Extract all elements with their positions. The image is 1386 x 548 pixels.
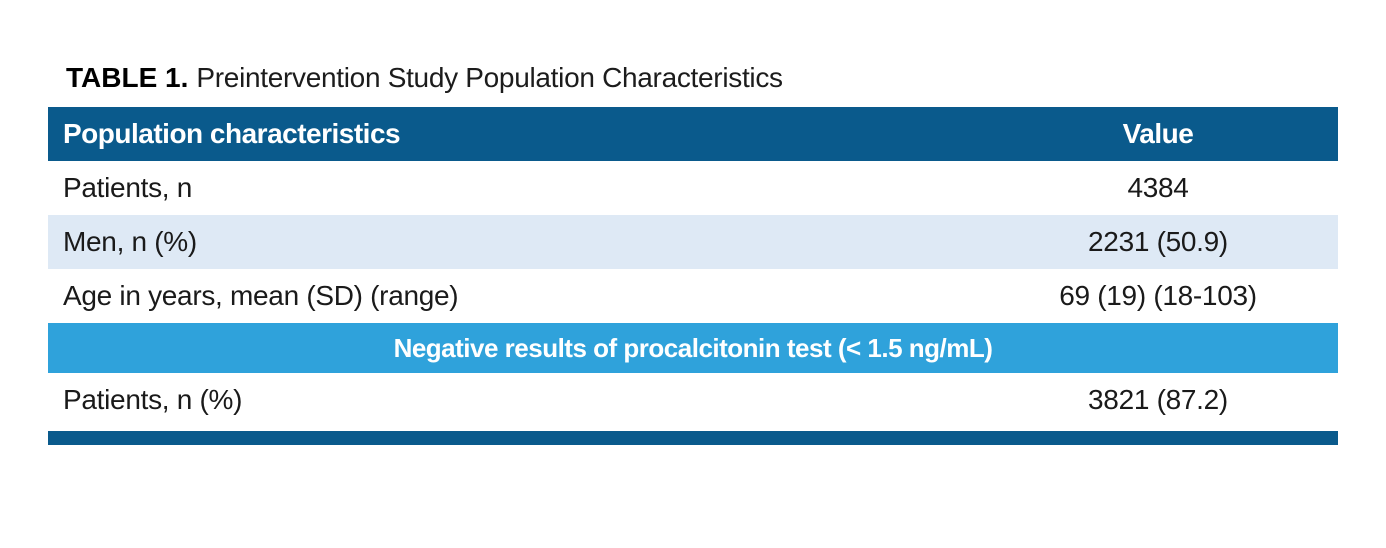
section-header-procalcitonin: Negative results of procalcitonin test (… — [48, 323, 1338, 373]
row-label: Patients, n — [63, 172, 193, 203]
characteristics-table: Population characteristics Value Patient… — [48, 107, 1338, 445]
table-number-label: TABLE 1. — [66, 62, 189, 93]
table-title: TABLE 1. Preintervention Study Population… — [66, 62, 783, 94]
bottom-rule — [48, 431, 1338, 445]
row-value: 3821 (87.2) — [1088, 384, 1228, 415]
table-caption: Preintervention Study Population Charact… — [196, 62, 783, 93]
row-label: Men, n (%) — [63, 226, 197, 257]
table-header-row: Population characteristics Value — [48, 107, 1338, 161]
table-row-patients-negative: Patients, n (%) 3821 (87.2) — [48, 373, 1338, 427]
row-value: 4384 — [1127, 172, 1189, 203]
table-row-men: Men, n (%) 2231 (50.9) — [48, 215, 1338, 269]
column-header-population-characteristics: Population characteristics — [63, 118, 401, 149]
table-row-age: Age in years, mean (SD) (range) 69 (19) … — [48, 269, 1338, 323]
row-value: 69 (19) (18-103) — [1059, 280, 1257, 311]
column-header-value: Value — [1122, 118, 1194, 149]
row-label: Age in years, mean (SD) (range) — [63, 280, 459, 311]
row-value: 2231 (50.9) — [1088, 226, 1228, 257]
table-row-patients: Patients, n 4384 — [48, 161, 1338, 215]
row-label: Patients, n (%) — [63, 384, 243, 415]
rule-gap — [48, 427, 1338, 431]
